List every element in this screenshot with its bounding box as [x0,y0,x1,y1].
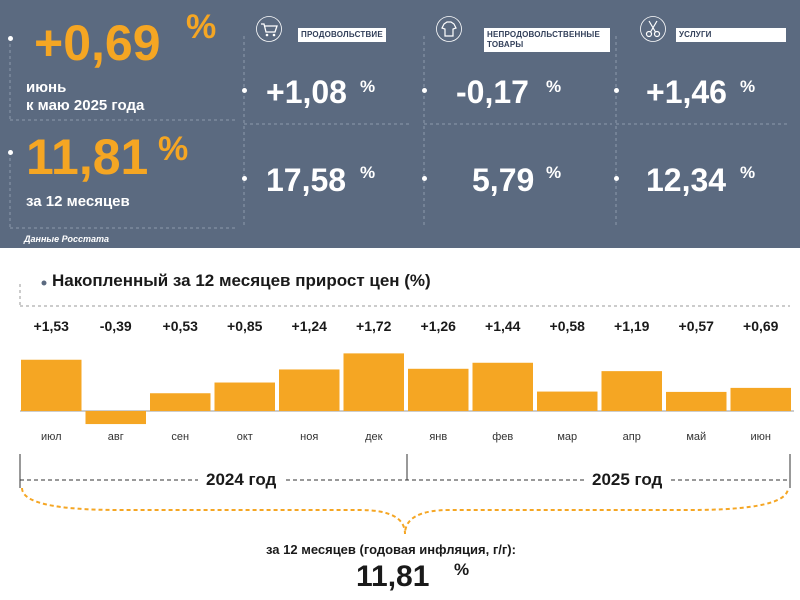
bullet-dot [422,88,427,93]
scissors-icon [640,16,666,42]
month-label: апр [623,431,641,443]
month-label: дек [365,431,383,443]
value-label: +1,19 [614,318,650,334]
source-note: Данные Росстата [24,234,109,244]
services-monthly: +1,46 [646,74,727,110]
value-label: +0,58 [550,318,586,334]
services-monthly-pct: % [740,77,756,96]
food-annual-pct: % [360,163,376,182]
title-frame [19,280,790,307]
nonfood-monthly: -0,17 [456,74,529,110]
bar-апр [601,371,662,411]
category-food [256,16,282,47]
bullet-dot [8,36,13,41]
year-bracket [19,454,791,535]
bullet-dot [614,176,619,181]
bar-сен [150,393,211,411]
month-label: авг [108,431,124,443]
chart-title: Накопленный за 12 месяцев прирост цен (%… [52,271,431,290]
value-label: +1,24 [292,318,328,334]
month-label: ноя [300,431,318,443]
month-label: янв [429,431,447,443]
value-label: +0,57 [679,318,715,334]
annual-footer-label: за 12 месяцев (годовая инфляция, г/г): [266,542,516,557]
bullet-dot [242,88,247,93]
bar-мар [537,391,598,411]
bar-июн [730,387,791,411]
bar-июл [21,359,82,411]
bar-ноя [279,369,340,411]
category-services [640,16,666,47]
bullet-dot [422,176,427,181]
summary-panel: +0,69 % июнь к маю 2025 года 11,81 % за … [0,0,800,248]
bar-дек [343,353,404,411]
food-monthly: +1,08 [266,74,347,110]
year-2025: 2025 год [584,470,671,490]
bullet-dot [8,150,13,155]
year-2024: 2024 год [198,470,285,490]
category-nonfood [436,16,462,47]
value-label: +1,26 [421,318,457,334]
month-label: июл [41,431,62,443]
bar-chart: +1,53 июл -0,39 авг +0,53 сен +0,85 окт +1,24 ноя… [20,318,794,443]
month-label: май [686,431,706,443]
monthly-pct: % [186,8,217,46]
services-annual: 12,34 [646,162,727,198]
panel-frame [9,36,790,229]
services-annual-pct: % [740,163,756,182]
month-label: мар [557,431,577,443]
category-label: НЕПРОДОВОЛЬСТВЕННЫЕ ТОВАРЫ [484,28,610,52]
clothing-icon [436,16,462,42]
month-label: июн [751,431,771,443]
bar-авг [85,411,146,425]
nonfood-monthly-pct: % [546,77,562,96]
month-label: окт [237,431,253,443]
nonfood-annual: 5,79 [472,162,535,198]
bar-окт [214,382,275,411]
month-label: фев [492,431,513,443]
value-label: +0,69 [743,318,779,334]
bar-май [666,391,727,411]
value-label: +1,44 [485,318,521,334]
food-annual: 17,58 [266,162,347,198]
category-label: ПРОДОВОЛЬСТВИЕ [298,28,386,42]
bullet-dot [242,176,247,181]
monthly-value: +0,69 [34,15,161,71]
category-label: УСЛУГИ [676,28,786,42]
food-monthly-pct: % [360,77,376,96]
value-label: +1,53 [34,318,70,334]
value-label: +0,85 [227,318,263,334]
monthly-line1: июнь [26,79,67,96]
month-label: сен [171,431,189,443]
bar-янв [408,368,469,411]
annual-footer-value: 11,81 [356,560,430,593]
annual-value: 11,81 [26,129,149,185]
value-label: -0,39 [100,318,132,334]
bullet-dot [614,88,619,93]
shopping-cart-icon [256,16,282,42]
value-label: +0,53 [163,318,199,334]
nonfood-annual-pct: % [546,163,562,182]
annual-label: за 12 месяцев [26,193,130,210]
bar-фев [472,362,533,411]
annual-footer-pct: % [454,560,470,579]
monthly-line2: к маю 2025 года [26,97,145,114]
annual-pct: % [158,130,189,168]
value-label: +1,72 [356,318,392,334]
